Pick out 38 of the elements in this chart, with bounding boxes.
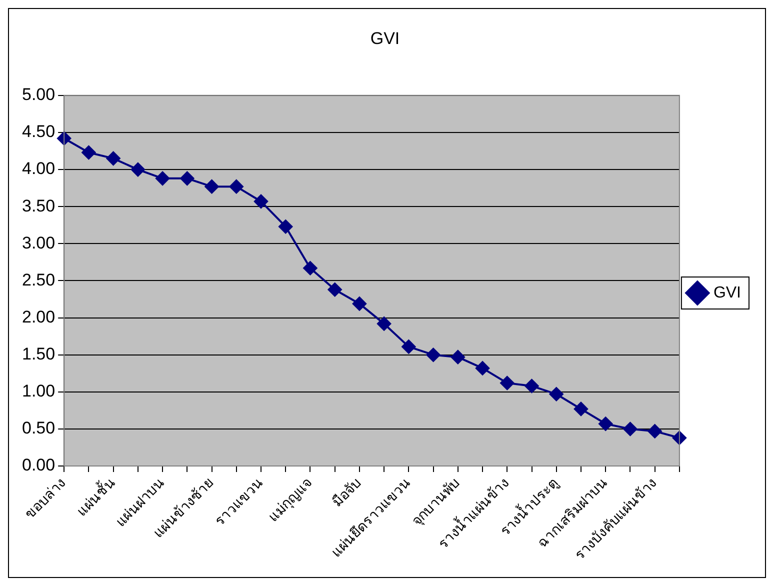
point (648, 424, 662, 438)
point (278, 220, 293, 234)
point (82, 145, 96, 160)
legend-label: GVI (713, 284, 741, 302)
point (328, 282, 342, 297)
point (623, 422, 638, 436)
point (156, 171, 170, 186)
point (229, 180, 244, 194)
y-tick-label: 1.00 (22, 382, 56, 401)
y-tick-label: 4.50 (22, 122, 56, 142)
point (476, 361, 490, 376)
y-tick-label: 0.50 (22, 418, 56, 438)
point (524, 378, 539, 393)
point (450, 350, 465, 364)
point (598, 416, 613, 431)
y-tick-label: 5.00 (22, 85, 56, 104)
y-tick-label: 0.00 (22, 456, 56, 475)
y-tick-label: 2.50 (22, 270, 56, 290)
point (204, 180, 219, 194)
point (106, 151, 120, 166)
point (426, 348, 440, 362)
y-tick-label: 1.50 (22, 344, 56, 364)
y-tick-label: 2.00 (22, 307, 56, 326)
point (130, 162, 145, 177)
point (352, 296, 366, 311)
y-tick-label: 4.00 (22, 159, 56, 178)
y-tick-label: 3.00 (22, 233, 56, 252)
point (57, 131, 72, 146)
point (303, 261, 318, 276)
point (549, 387, 564, 402)
point (377, 316, 392, 331)
point (254, 194, 268, 208)
y-tick-label: 3.50 (22, 196, 56, 216)
chart-title: GVI (370, 28, 400, 48)
point (402, 340, 416, 354)
point (574, 402, 588, 416)
point (500, 376, 514, 390)
point (180, 171, 194, 186)
